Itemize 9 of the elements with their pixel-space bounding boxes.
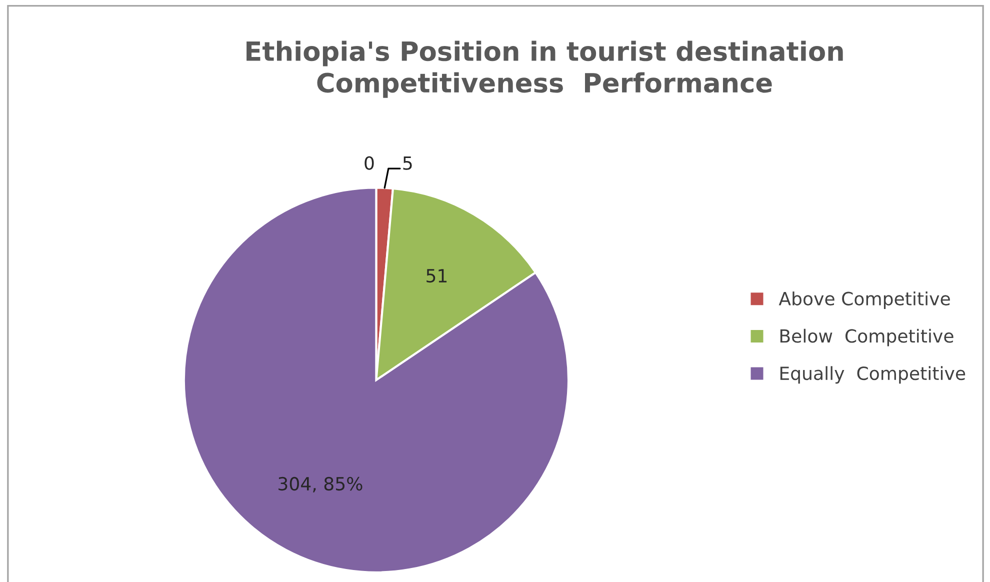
- data-label: 304, 85%: [278, 476, 362, 492]
- legend-label: Below Competitive: [780, 328, 954, 346]
- data-label: 5: [403, 156, 412, 170]
- chart-title: Ethiopia's Position in tourist destination Competitiveness Performance: [246, 40, 843, 98]
- text: 0: [364, 156, 374, 170]
- data-label: 51: [426, 269, 447, 283]
- legend-label: Equally Competitive: [780, 366, 966, 384]
- legend-label: Above Competitive: [778, 291, 950, 309]
- pie-slice: [182, 186, 570, 574]
